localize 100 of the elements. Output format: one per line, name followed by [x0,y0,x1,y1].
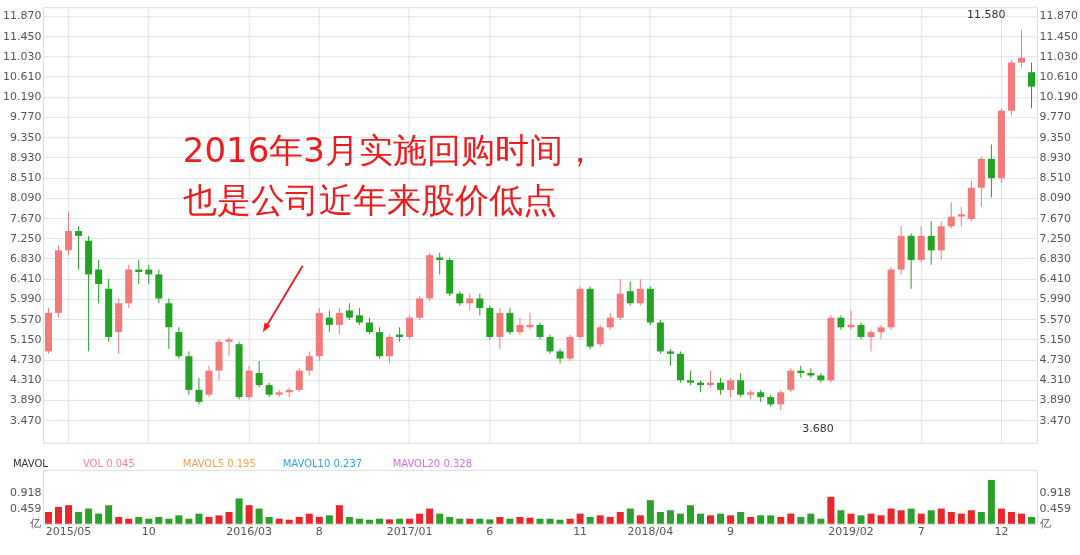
y2-tick-label: 6.410 [1039,272,1071,286]
y2-tick-label: 3.470 [1039,413,1071,427]
y-tick-label: 0.918 [10,486,42,500]
y-tick-label: 5.150 [10,332,42,346]
bar [365,519,373,524]
y-tick-label: 11.030 [3,49,42,63]
bar [737,511,745,524]
y-tick-label: 11.870 [3,9,42,23]
bar [797,517,805,524]
y2-tick-label: 9.350 [1039,130,1071,144]
candlestick [416,295,424,321]
candlestick [506,307,514,336]
bar [516,517,524,524]
x-tick-label: 8 [315,525,323,539]
candlestick [546,334,554,355]
x-tick-label: 2019/02 [828,525,874,539]
bar [586,517,594,524]
bar [536,518,544,524]
bar [285,519,293,524]
candlestick [295,367,303,393]
bar [877,515,885,524]
text: MAVOL5 0.195 [182,457,256,469]
x-tick-label: 6 [486,525,494,539]
bar [596,515,604,524]
bar [827,496,835,524]
candlestick [727,377,735,398]
bar [375,518,384,524]
bar [315,517,323,524]
candlestick [777,389,785,411]
y-tick-label: 6.410 [10,272,42,286]
bar [305,513,313,524]
bar [456,518,464,524]
candlestick [737,372,745,398]
y2-tick-label: 6.830 [1039,251,1071,265]
text: MAVOL10 0.237 [282,457,363,469]
bar [566,518,574,524]
y-tick-label: 3.470 [10,413,42,427]
bar [656,511,664,524]
candlestick [255,360,263,388]
bar [476,518,484,524]
y2-tick-label: 5.570 [1039,312,1071,326]
y-tick-label: 9.770 [10,110,42,124]
annotation: 3.680 [802,421,834,435]
candlestick [566,334,574,362]
bar [907,508,915,524]
y-tick-label: 6.830 [10,251,42,265]
bar [446,517,454,524]
y2-tick-label: 4.310 [1039,373,1071,387]
annotation: 2016年3月实施回购时间，也是公司近年来股价低点 [182,130,597,221]
candlestick [1017,29,1025,68]
y2-tick-label: 9.770 [1039,110,1071,124]
bar [416,513,424,524]
bar [486,519,494,524]
text: MAVOL20 0.328 [392,457,472,469]
candlestick [867,329,875,352]
y-tick-label: 5.990 [10,292,42,306]
bar [1017,513,1025,524]
bar [235,498,243,524]
y2-tick-label: 7.670 [1039,211,1071,225]
bar [1028,517,1036,524]
annotation: 11.580 [967,8,1006,22]
bar [185,518,193,524]
bar [767,515,775,524]
bar [977,511,985,524]
candlestick [636,278,644,307]
bar [646,500,654,524]
x-tick-label: 7 [917,525,925,539]
bar [145,518,153,524]
candlestick [596,324,604,348]
y2-tick-label: 5.150 [1039,332,1071,346]
x-tick-label: 11 [573,525,588,539]
candlestick [75,225,83,271]
candlestick [787,367,795,393]
candlestick [817,372,825,384]
y2-tick-label: 11.870 [1039,9,1078,23]
bar [937,508,945,524]
y2-tick-label: 8.930 [1039,150,1071,164]
bar [807,513,815,524]
bar [847,513,855,524]
x-tick-label: 9 [727,525,735,539]
bar [676,513,684,524]
y-tick-label: 8.510 [10,171,42,185]
bar [55,506,63,524]
bar [837,510,845,524]
y-tick-label: 10.610 [3,70,42,84]
bar [345,517,353,524]
bar [727,515,735,524]
bar [686,505,694,524]
candlestick [947,201,955,230]
bar [255,508,263,524]
y-tick-label: 8.090 [10,191,42,205]
bar [426,508,434,524]
bar [997,508,1005,524]
y2-tick-label: 亿 [1038,517,1051,531]
candlestick [626,281,634,307]
bar [215,515,223,524]
bar [75,511,83,524]
y2-tick-label: 10.610 [1039,70,1078,84]
y2-tick-label: 8.090 [1039,191,1071,205]
bar [666,510,674,524]
